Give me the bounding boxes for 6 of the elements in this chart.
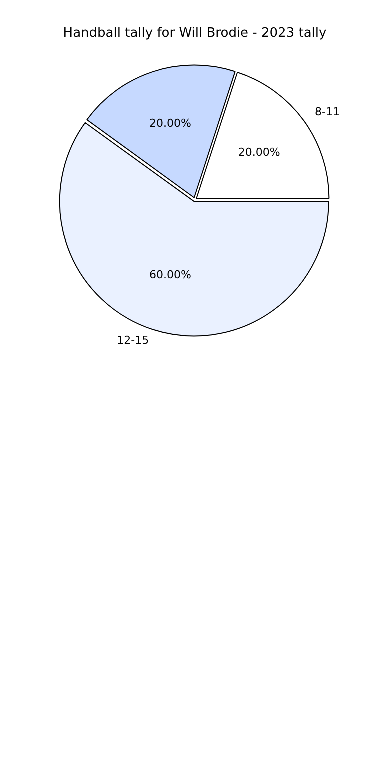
chart-title: Handball tally for Will Brodie - 2023 tally [63, 26, 328, 42]
data-label: 60.00% [149, 268, 192, 282]
data-label: 20.00% [149, 117, 192, 130]
slice-label: 8-11 [315, 105, 340, 118]
data-label: 20.00% [238, 146, 280, 159]
slice-label: 12-15 [117, 334, 150, 347]
